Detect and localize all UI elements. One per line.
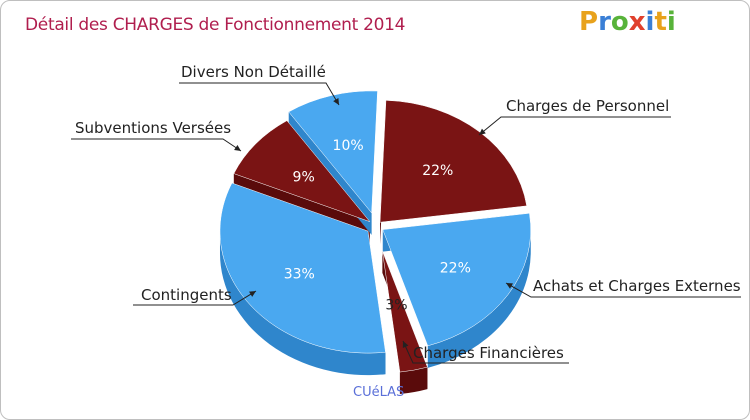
- commune-label: CUéLAS: [353, 385, 405, 400]
- leader-line: [402, 340, 569, 364]
- leader-arrow: [479, 128, 486, 135]
- pie-slice: [233, 120, 371, 223]
- logo-letter: i: [645, 7, 655, 37]
- pie-labels: 22% Charges de Personnel 22% Achats et Char…: [71, 63, 741, 364]
- pie-slice: [382, 250, 428, 373]
- pie-slice: [288, 90, 378, 214]
- pie-tops: [219, 90, 532, 373]
- logo-letter: r: [598, 7, 611, 37]
- proxiti-logo: Proxiti: [579, 7, 699, 47]
- logo-letter: i: [666, 7, 676, 37]
- slice-side: [219, 231, 386, 376]
- slice-percent-label: 3%: [385, 298, 407, 314]
- leader-arrow: [249, 291, 256, 297]
- leader-line: [478, 116, 671, 136]
- slice-category-label: Subventions Versées: [75, 119, 231, 137]
- leader-arrow: [402, 341, 409, 348]
- leader-arrow: [506, 283, 513, 289]
- leader-line: [505, 282, 741, 298]
- logo-letter: o: [610, 7, 629, 37]
- slice-category-label: Charges Financières: [413, 344, 564, 362]
- slice-category-label: Achats et Charges Externes: [533, 277, 741, 295]
- logo-letter: x: [628, 7, 646, 37]
- leader-arrow: [333, 98, 339, 105]
- leader-line: [71, 138, 242, 152]
- slice-side: [399, 367, 428, 395]
- leader-arrow: [234, 144, 241, 151]
- pie-slice: [379, 100, 527, 223]
- slice-percent-label: 10%: [333, 138, 364, 154]
- slice-category-label: Contingents: [141, 286, 232, 304]
- pie-slice: [219, 182, 386, 354]
- leader-line: [133, 290, 257, 306]
- slice-percent-label: 33%: [284, 266, 315, 282]
- slice-percent-label: 9%: [293, 170, 315, 186]
- leader-line: [179, 82, 340, 106]
- slice-percent-label: 22%: [422, 163, 453, 179]
- slice-side: [427, 229, 531, 368]
- pie-slice: [382, 212, 532, 347]
- logo-letter: P: [579, 7, 599, 37]
- chart-title: Détail des CHARGES de Fonctionnement 201…: [25, 15, 406, 35]
- slice-category-label: Divers Non Détaillé: [181, 63, 326, 81]
- slice-percent-label: 22%: [440, 260, 471, 276]
- slice-category-label: Charges de Personnel: [506, 97, 669, 115]
- logo-letter: t: [654, 7, 667, 37]
